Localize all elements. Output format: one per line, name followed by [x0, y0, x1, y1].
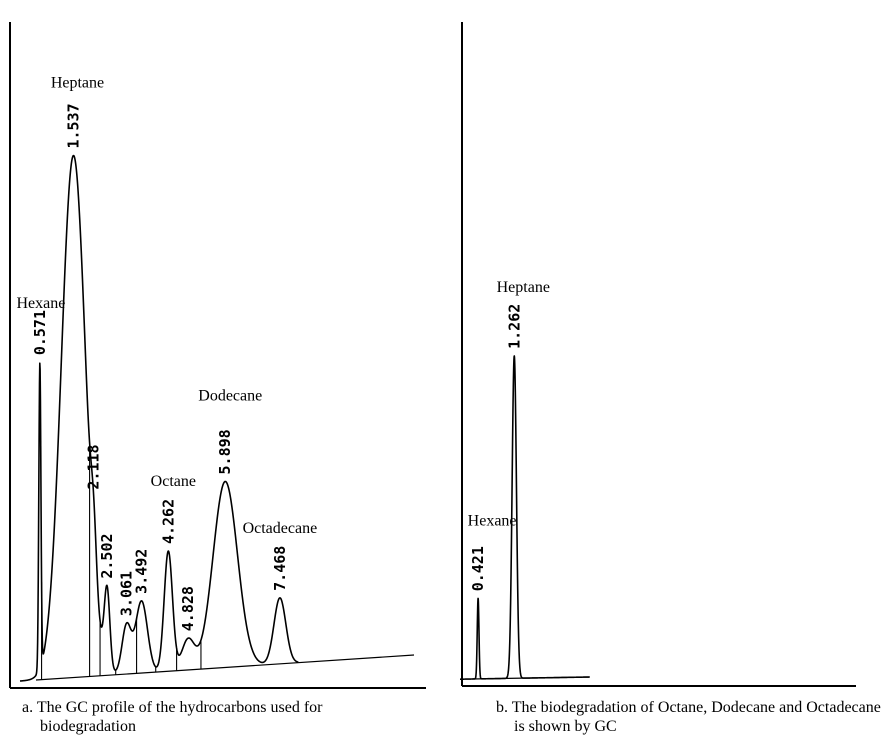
- peak-label-4-262: 4.262: [159, 499, 177, 544]
- compound-label-octane: Octane: [151, 473, 196, 490]
- compound-label-heptane: Heptane: [497, 279, 550, 296]
- peak-label-4-828: 4.828: [179, 586, 197, 631]
- panel-b-trace: [459, 355, 590, 680]
- peak-label-0-421: 0.421: [469, 546, 487, 591]
- caption-b-line1: b. The biodegradation of Octane, Dodecan…: [496, 699, 881, 716]
- caption-b-line2: is shown by GC: [514, 718, 617, 735]
- peak-label-1-537: 1.537: [64, 103, 82, 148]
- peak-label-7-468: 7.468: [271, 546, 289, 591]
- compound-label-hexane: Hexane: [16, 295, 65, 312]
- peak-label-0-571: 0.571: [31, 310, 49, 355]
- panel-a-trace: [19, 154, 299, 682]
- compound-label-octadecane: Octadecane: [243, 520, 318, 537]
- compound-label-dodecane: Dodecane: [198, 387, 262, 404]
- caption-a-line1: a. The GC profile of the hydrocarbons us…: [22, 699, 323, 716]
- compound-label-hexane: Hexane: [468, 512, 517, 529]
- peak-label-3-492: 3.492: [133, 549, 151, 594]
- peak-label-1-262: 1.262: [505, 304, 523, 349]
- caption-a-line2: biodegradation: [40, 718, 136, 735]
- panel-b-chromatogram: 0.421 Hexane 1.262 Heptane: [459, 22, 856, 687]
- caption-b: b. The biodegradation of Octane, Dodecan…: [496, 698, 891, 736]
- peak-label-5-898: 5.898: [216, 429, 234, 474]
- peak-label-3-061: 3.061: [118, 571, 136, 616]
- peak-label-2-118: 2.118: [85, 444, 103, 489]
- compound-label-heptane: Heptane: [51, 75, 104, 92]
- panel-a-baseline: [35, 654, 415, 681]
- panel-b-labels: 0.421 Hexane 1.262 Heptane: [468, 279, 550, 591]
- caption-a: a. The GC profile of the hydrocarbons us…: [22, 698, 442, 736]
- peak-label-2-502: 2.502: [98, 533, 116, 578]
